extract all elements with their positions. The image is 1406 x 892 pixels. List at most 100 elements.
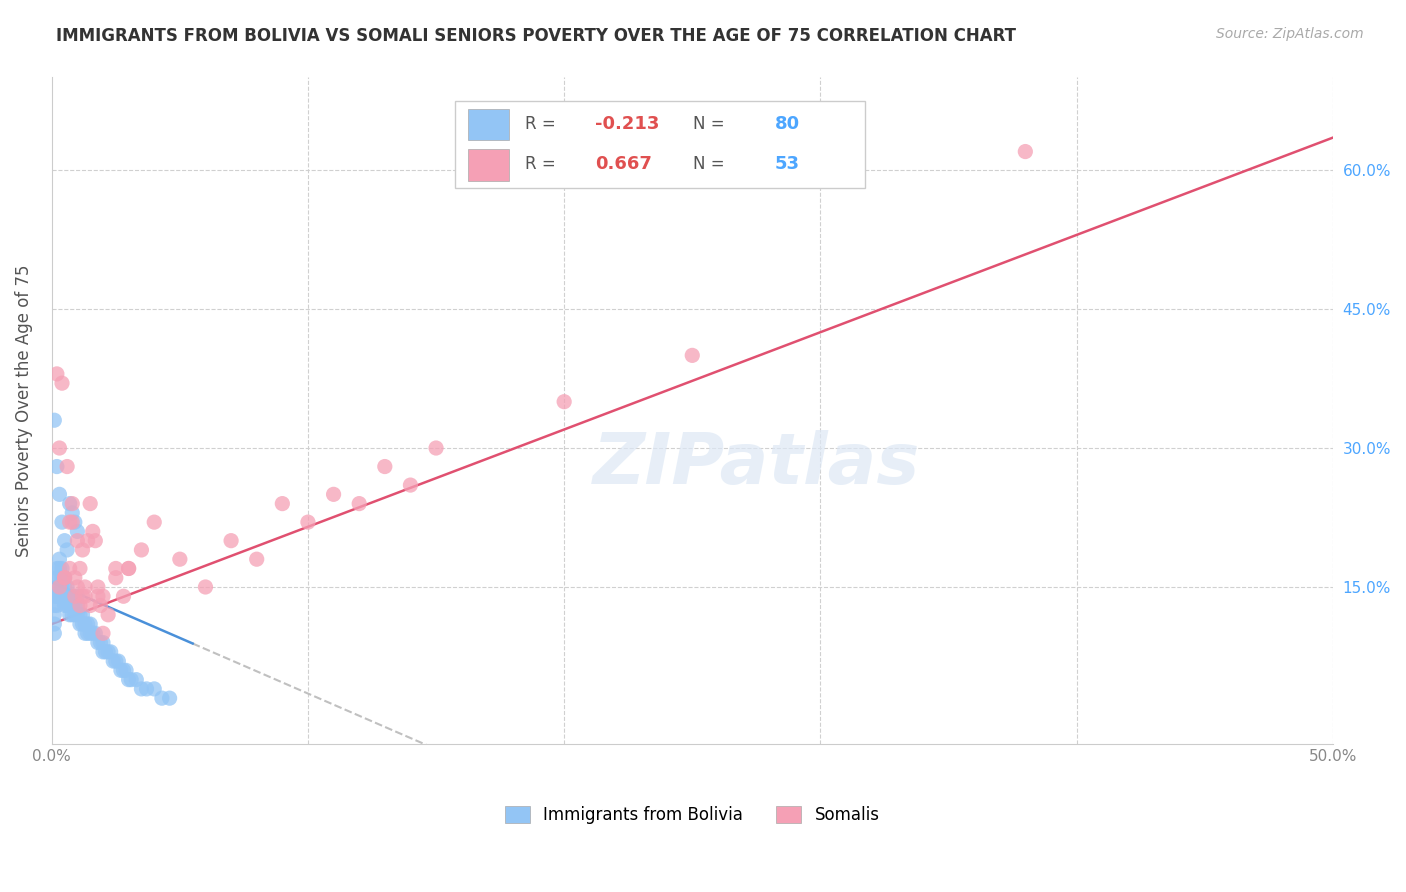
Point bbox=[399, 478, 422, 492]
Point bbox=[120, 673, 142, 687]
Point bbox=[143, 515, 166, 529]
Point bbox=[76, 626, 98, 640]
Point bbox=[76, 617, 98, 632]
Point bbox=[94, 645, 117, 659]
Point bbox=[125, 673, 148, 687]
Point bbox=[51, 515, 73, 529]
Point bbox=[103, 654, 125, 668]
Point bbox=[45, 571, 67, 585]
Point bbox=[56, 599, 79, 613]
Point bbox=[60, 599, 83, 613]
Point bbox=[60, 497, 83, 511]
Point bbox=[84, 533, 107, 548]
Point bbox=[115, 664, 138, 678]
Point bbox=[117, 673, 139, 687]
Point bbox=[63, 571, 86, 585]
Point bbox=[53, 599, 76, 613]
Point bbox=[87, 589, 110, 603]
Point bbox=[76, 533, 98, 548]
Point bbox=[66, 607, 89, 622]
Point bbox=[112, 589, 135, 603]
Point bbox=[63, 515, 86, 529]
Point bbox=[297, 515, 319, 529]
Point bbox=[45, 367, 67, 381]
Point bbox=[56, 459, 79, 474]
Point bbox=[69, 599, 91, 613]
Point bbox=[53, 589, 76, 603]
Point bbox=[48, 441, 70, 455]
Point bbox=[347, 497, 370, 511]
Point bbox=[60, 607, 83, 622]
Point bbox=[246, 552, 269, 566]
Point bbox=[73, 617, 96, 632]
Point bbox=[117, 561, 139, 575]
Point bbox=[44, 599, 66, 613]
Point bbox=[322, 487, 344, 501]
Point bbox=[97, 645, 120, 659]
Point bbox=[44, 617, 66, 632]
Point bbox=[79, 599, 101, 613]
Text: IMMIGRANTS FROM BOLIVIA VS SOMALI SENIORS POVERTY OVER THE AGE OF 75 CORRELATION: IMMIGRANTS FROM BOLIVIA VS SOMALI SENIOR… bbox=[56, 27, 1017, 45]
Point bbox=[60, 506, 83, 520]
Point bbox=[219, 533, 242, 548]
Point bbox=[66, 524, 89, 539]
Point bbox=[91, 635, 114, 649]
Point bbox=[374, 459, 396, 474]
Point bbox=[56, 543, 79, 558]
Text: ZIPatlas: ZIPatlas bbox=[592, 430, 920, 499]
Point bbox=[51, 376, 73, 391]
Point bbox=[59, 497, 82, 511]
Point bbox=[425, 441, 447, 455]
Point bbox=[66, 580, 89, 594]
Point bbox=[194, 580, 217, 594]
Point bbox=[44, 607, 66, 622]
Point bbox=[66, 533, 89, 548]
Point bbox=[48, 561, 70, 575]
Point bbox=[89, 635, 111, 649]
Point bbox=[135, 681, 157, 696]
Point bbox=[73, 589, 96, 603]
Point bbox=[150, 691, 173, 706]
Point bbox=[97, 607, 120, 622]
Point bbox=[69, 617, 91, 632]
Point bbox=[91, 626, 114, 640]
Point bbox=[44, 413, 66, 427]
Point bbox=[553, 394, 575, 409]
Point bbox=[104, 654, 127, 668]
Text: Source: ZipAtlas.com: Source: ZipAtlas.com bbox=[1216, 27, 1364, 41]
Point bbox=[66, 599, 89, 613]
Point bbox=[48, 589, 70, 603]
Point bbox=[48, 571, 70, 585]
Point bbox=[82, 626, 104, 640]
Point bbox=[53, 533, 76, 548]
Point bbox=[48, 552, 70, 566]
Point bbox=[59, 515, 82, 529]
Point bbox=[79, 626, 101, 640]
Point bbox=[72, 607, 94, 622]
Point bbox=[107, 654, 129, 668]
Point bbox=[72, 543, 94, 558]
Point bbox=[45, 459, 67, 474]
Point bbox=[72, 617, 94, 632]
Point bbox=[112, 664, 135, 678]
Y-axis label: Seniors Poverty Over the Age of 75: Seniors Poverty Over the Age of 75 bbox=[15, 265, 32, 558]
Point bbox=[53, 580, 76, 594]
Point bbox=[89, 599, 111, 613]
Point bbox=[104, 571, 127, 585]
Point bbox=[59, 607, 82, 622]
Point bbox=[159, 691, 181, 706]
Point bbox=[91, 589, 114, 603]
Point bbox=[110, 664, 132, 678]
Point bbox=[48, 580, 70, 594]
Point bbox=[271, 497, 294, 511]
Point bbox=[681, 348, 703, 362]
Point bbox=[51, 561, 73, 575]
Point bbox=[60, 515, 83, 529]
Point bbox=[45, 580, 67, 594]
Point bbox=[48, 580, 70, 594]
Point bbox=[44, 626, 66, 640]
Point bbox=[45, 599, 67, 613]
Point bbox=[59, 599, 82, 613]
Point bbox=[63, 599, 86, 613]
Legend: Immigrants from Bolivia, Somalis: Immigrants from Bolivia, Somalis bbox=[498, 799, 886, 831]
